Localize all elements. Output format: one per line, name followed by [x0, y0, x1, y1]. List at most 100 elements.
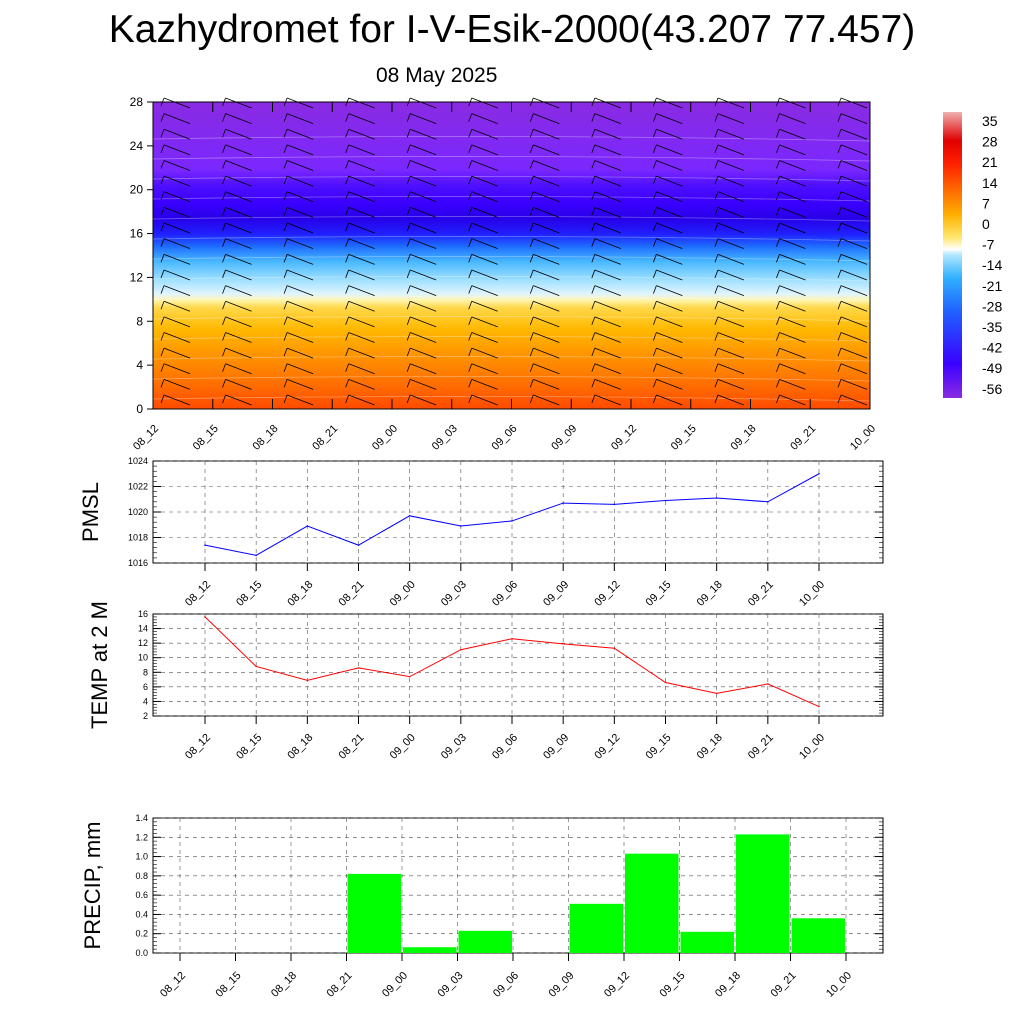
- wind-barb: [717, 238, 745, 250]
- wind-barb-flag: [837, 254, 842, 263]
- wind-barb: [286, 128, 314, 140]
- wind-barb: [656, 222, 683, 234]
- wind-barb: [779, 238, 806, 250]
- wind-barb: [656, 144, 683, 156]
- wind-barb-flag: [591, 191, 596, 200]
- wind-barb-flag: [468, 394, 473, 404]
- wind-barb-flag: [776, 176, 780, 185]
- wind-barb: [594, 347, 621, 359]
- x-tick-label: 08_18: [251, 423, 281, 453]
- wind-barb-flag: [652, 347, 657, 357]
- wind-barb-flag: [222, 222, 226, 232]
- wind-barb: [471, 113, 498, 125]
- isotherm-line: [152, 136, 871, 142]
- wind-barb: [717, 347, 745, 359]
- wind-barb-flag: [714, 176, 719, 185]
- wind-barb-flag: [652, 363, 657, 372]
- wind-barb-flag: [529, 144, 534, 154]
- chart-title: Kazhydromet for I-V-Esik-2000(43.207 77.…: [108, 8, 916, 51]
- y-tick-label: 28: [130, 95, 144, 109]
- wind-barb: [163, 128, 191, 140]
- wind-barb: [594, 222, 621, 234]
- wind-barb-flag: [283, 97, 288, 107]
- colorbar-label: -21: [982, 278, 1002, 294]
- wind-barb: [779, 285, 806, 296]
- x-tick-label: 08_21: [337, 579, 367, 609]
- x-tick-label: 09_09: [541, 732, 571, 762]
- x-tick-label: 08_12: [131, 423, 161, 453]
- wind-barb-flag: [283, 129, 288, 138]
- wind-barb-flag: [837, 269, 842, 279]
- y-tick-label: 14: [138, 624, 148, 634]
- wind-barb: [348, 300, 375, 312]
- wind-barb-flag: [345, 207, 350, 216]
- wind-barb-flag: [222, 379, 226, 388]
- data-point: [511, 520, 513, 522]
- wind-barb: [717, 269, 745, 281]
- wind-barb: [656, 394, 683, 406]
- wind-barb-flag: [776, 160, 780, 169]
- wind-barb-flag: [160, 301, 165, 310]
- wind-barb: [533, 128, 560, 140]
- wind-barb-flag: [714, 301, 719, 310]
- wind-barb-flag: [345, 176, 350, 185]
- wind-barb-flag: [714, 394, 719, 404]
- wind-barb-flag: [714, 191, 719, 200]
- wind-barb-flag: [406, 207, 411, 216]
- wind-barb-flag: [714, 144, 719, 154]
- y-tick-label: 24: [130, 139, 144, 153]
- wind-barb-flag: [222, 254, 226, 263]
- x-tick-label: 08_21: [325, 970, 355, 1000]
- wind-barb: [594, 97, 621, 109]
- wind-barb-flag: [345, 269, 350, 279]
- y-tick-label: 1.0: [135, 852, 148, 862]
- wind-barb: [410, 144, 437, 156]
- wind-barb: [717, 113, 745, 125]
- data-point: [460, 648, 462, 651]
- wind-barb: [225, 191, 252, 203]
- wind-barb-flag: [591, 301, 596, 310]
- x-tick-label: 09_03: [439, 732, 469, 762]
- y-tick-label: 0.8: [135, 871, 148, 881]
- wind-barb: [286, 191, 314, 203]
- wind-barb: [163, 300, 191, 312]
- wind-barb-flag: [345, 285, 350, 294]
- wind-barb: [656, 175, 683, 187]
- wind-barb: [286, 347, 314, 359]
- x-tick-label: 08_12: [183, 732, 213, 762]
- wind-barb-flag: [345, 191, 350, 200]
- bar: [625, 853, 679, 953]
- wind-barb: [348, 316, 375, 328]
- colorbar-label: -14: [982, 257, 1002, 273]
- plot-frame: [152, 613, 884, 717]
- colorbar-label: -49: [982, 360, 1002, 376]
- wind-barb: [225, 300, 252, 312]
- wind-barb-flag: [837, 238, 842, 247]
- wind-barb: [717, 97, 745, 109]
- wind-barb: [410, 191, 437, 203]
- wind-barb: [471, 316, 498, 328]
- x-tick-label: 08_21: [310, 423, 340, 453]
- wind-barb: [410, 394, 437, 406]
- wind-barb-flag: [591, 160, 596, 169]
- wind-barb: [779, 191, 806, 203]
- x-tick-label: 09_09: [541, 579, 571, 609]
- wind-barb: [471, 269, 498, 281]
- wind-barb-flag: [468, 191, 473, 200]
- wind-barb-flag: [283, 285, 288, 294]
- y-tick-label: 12: [130, 270, 144, 284]
- wind-barb: [840, 363, 868, 375]
- wind-barb-flag: [652, 379, 657, 388]
- wind-barb-flag: [837, 285, 842, 294]
- wind-barb: [717, 191, 745, 203]
- wind-barb: [779, 144, 806, 156]
- wind-barb-flag: [776, 254, 780, 263]
- wind-barb-flag: [529, 316, 534, 325]
- wind-barb-flag: [160, 160, 165, 169]
- isotherm-line: [152, 256, 871, 262]
- wind-barb: [840, 269, 868, 281]
- bar: [458, 930, 512, 953]
- wind-barb-flag: [529, 363, 534, 372]
- wind-barb-flag: [468, 332, 473, 341]
- wind-barb: [717, 207, 745, 218]
